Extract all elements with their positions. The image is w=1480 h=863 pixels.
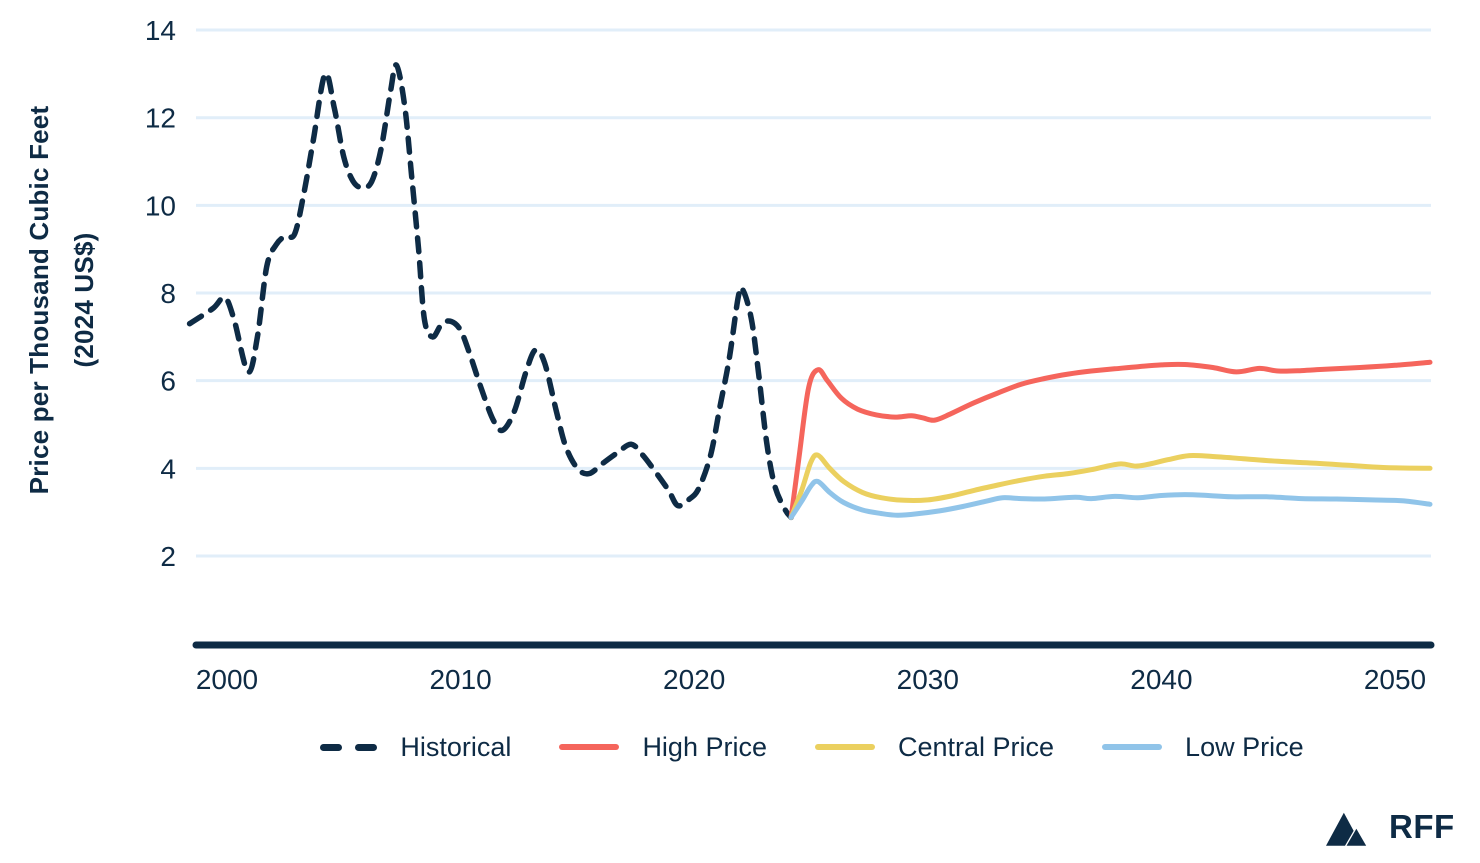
series-line-historical xyxy=(186,62,794,521)
legend-item-historical: Historical xyxy=(320,732,511,763)
series-line-central-price xyxy=(788,452,1433,520)
x-tick-label-2030: 2030 xyxy=(897,664,959,695)
y-tick-label-4: 4 xyxy=(160,453,176,484)
x-tick-label-2020: 2020 xyxy=(663,664,725,695)
historical-dashed-line-swatch xyxy=(320,743,378,751)
legend-item-central-price: Central Price xyxy=(814,731,1055,763)
legend-label-low-price: Low Price xyxy=(1185,731,1304,762)
legend-label-high-price: High Price xyxy=(642,731,767,762)
central-price-line-swatch xyxy=(814,744,875,750)
y-tick-label-12: 12 xyxy=(145,103,176,134)
y-tick-label-6: 6 xyxy=(160,366,176,397)
mountain-icon xyxy=(1326,812,1369,848)
legend-item-high-price: High Price xyxy=(559,732,767,763)
series-line-high-price xyxy=(788,359,1433,520)
x-tick-label-2040: 2040 xyxy=(1130,664,1192,695)
rff-logo: RFF xyxy=(1326,806,1455,848)
series-line-low-price xyxy=(788,478,1433,520)
legend: Historical High Price Central Price Low … xyxy=(190,722,1434,772)
low-price-line-swatch xyxy=(1102,744,1163,750)
legend-label-central-price: Central Price xyxy=(897,731,1055,762)
x-tick-label-2010: 2010 xyxy=(429,664,491,695)
y-tick-label-8: 8 xyxy=(160,278,176,309)
high-price-line-swatch xyxy=(559,744,620,750)
rff-logo-text: RFF xyxy=(1389,808,1455,845)
x-tick-label-2000: 2000 xyxy=(196,664,258,695)
legend-label-historical: Historical xyxy=(400,731,512,762)
legend-item-low-price: Low Price xyxy=(1102,732,1304,763)
y-tick-label-2: 2 xyxy=(160,541,176,572)
y-tick-label-14: 14 xyxy=(145,15,176,46)
y-tick-label-10: 10 xyxy=(145,190,176,221)
x-tick-label-2050: 2050 xyxy=(1364,664,1426,695)
